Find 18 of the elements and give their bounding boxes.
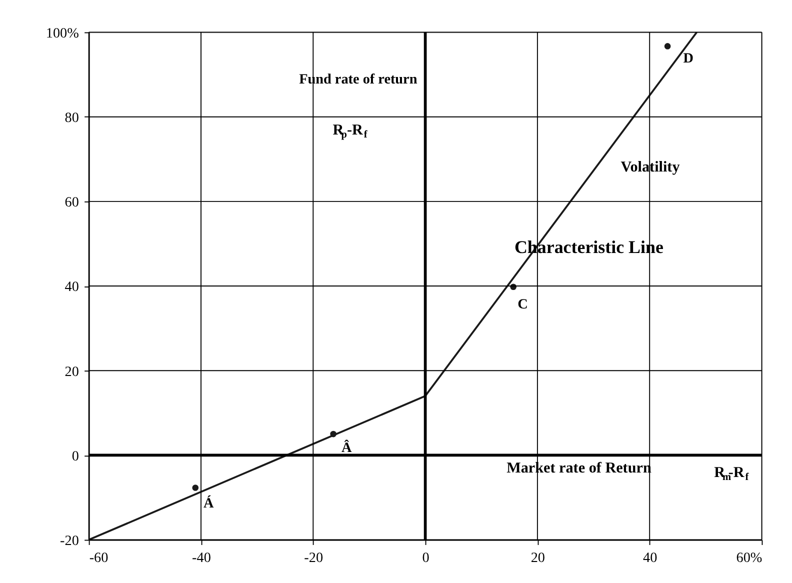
x-tick-label: 20 bbox=[530, 550, 545, 566]
annotation: Â bbox=[341, 439, 352, 456]
y-tick-label: 0 bbox=[72, 448, 79, 464]
x-tick-label: 0 bbox=[422, 550, 430, 566]
annotation: C bbox=[518, 296, 528, 313]
y-tick-label: 100% bbox=[46, 25, 80, 42]
y-tick-label: 60 bbox=[64, 194, 79, 211]
y-tick-label: 40 bbox=[64, 279, 79, 296]
x-tick-label: 40 bbox=[643, 550, 658, 566]
x-tick-label: -40 bbox=[192, 550, 211, 566]
x-tick-label: 60% bbox=[736, 550, 762, 566]
y-tick-label: 80 bbox=[64, 110, 79, 126]
x-tick-label: -20 bbox=[304, 550, 324, 566]
y-tick-label: -20 bbox=[60, 532, 79, 549]
x-tick-label: -60 bbox=[89, 550, 108, 566]
annotation: D bbox=[683, 50, 694, 66]
annotation: Á bbox=[204, 494, 214, 512]
y-tick-label: 20 bbox=[64, 364, 79, 380]
